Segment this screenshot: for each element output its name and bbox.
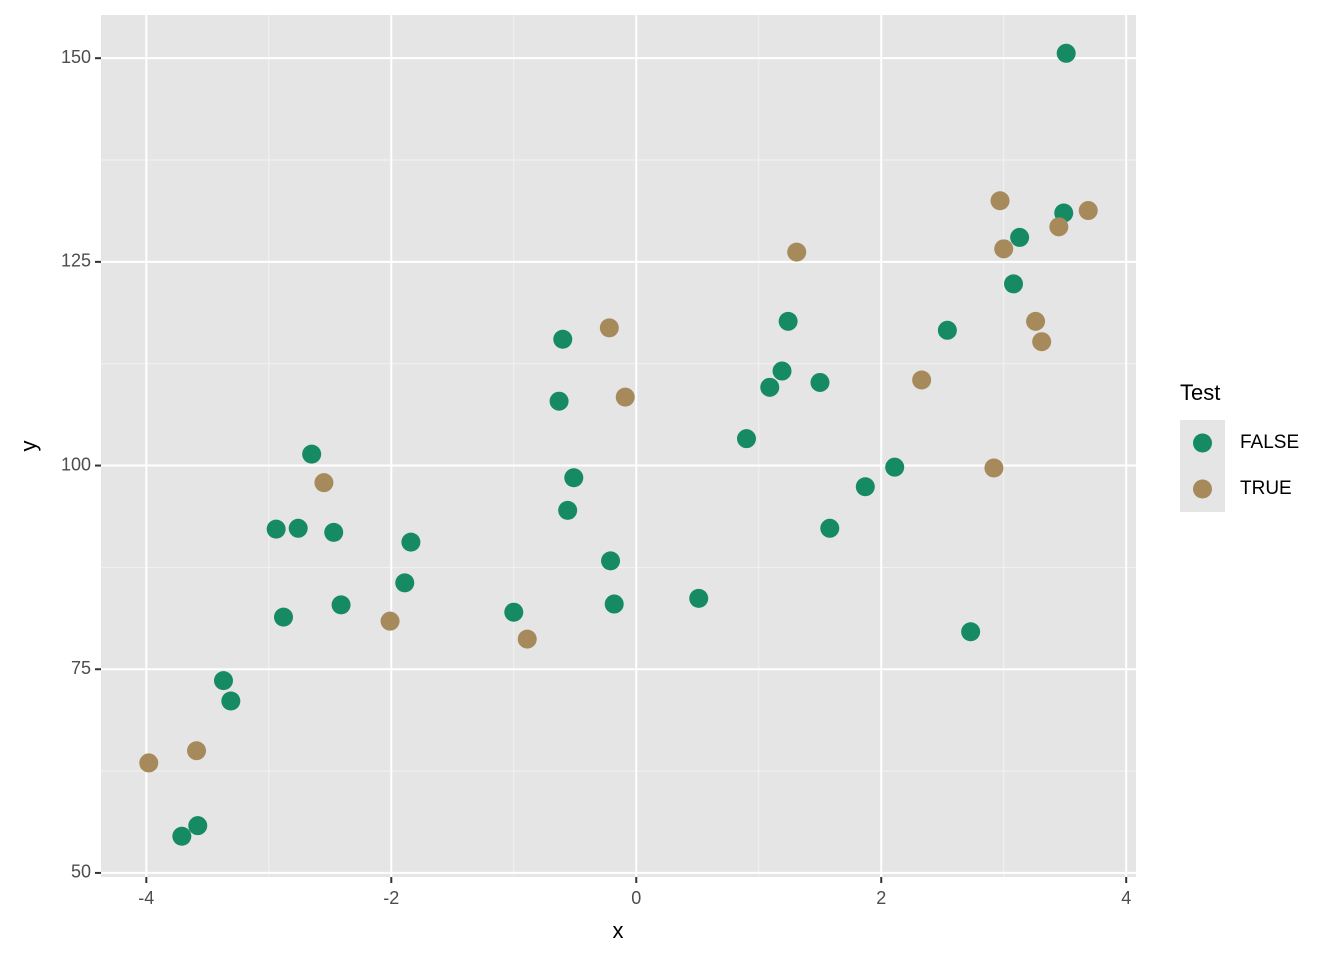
point	[787, 242, 807, 262]
point	[778, 311, 798, 331]
point	[221, 691, 241, 711]
point	[1004, 274, 1024, 294]
legend-title: Test	[1180, 380, 1220, 405]
x-axis-title: x	[613, 918, 624, 943]
point	[760, 377, 780, 397]
y-tick-label: 100	[61, 454, 91, 474]
point	[324, 522, 344, 542]
point	[599, 318, 619, 338]
point	[266, 519, 286, 539]
y-tick-label: 75	[71, 658, 91, 678]
point	[604, 594, 624, 614]
point	[380, 611, 400, 631]
point	[213, 671, 233, 691]
point	[172, 826, 192, 846]
legend-symbol	[1193, 479, 1212, 499]
point	[1078, 201, 1098, 221]
point	[314, 473, 334, 493]
y-axis-title: y	[16, 441, 41, 452]
point	[564, 468, 584, 488]
point	[601, 551, 621, 571]
point	[517, 629, 537, 649]
point	[736, 429, 756, 449]
point	[820, 518, 840, 538]
point	[885, 457, 905, 477]
panel	[101, 15, 1136, 877]
legend-symbol	[1193, 433, 1212, 453]
point	[615, 387, 635, 407]
point	[274, 607, 294, 627]
point	[689, 588, 709, 608]
point	[558, 500, 578, 520]
point	[994, 239, 1014, 259]
point	[395, 573, 415, 593]
point	[1010, 227, 1030, 247]
point	[187, 741, 207, 761]
legend-label: TRUE	[1240, 478, 1292, 499]
point	[553, 329, 573, 349]
point	[855, 477, 875, 497]
point	[549, 391, 569, 411]
point	[1032, 332, 1052, 352]
x-tick-label: -4	[138, 888, 154, 908]
point	[401, 532, 421, 552]
point	[961, 622, 981, 642]
legend-label: FALSE	[1240, 432, 1299, 453]
point	[772, 361, 792, 381]
y-tick-label: 125	[61, 251, 91, 271]
y-tick-label: 150	[61, 47, 91, 67]
point	[810, 372, 830, 392]
point	[990, 191, 1010, 211]
point	[937, 320, 957, 340]
point	[984, 458, 1004, 478]
point	[288, 518, 308, 538]
point	[504, 602, 524, 622]
point	[139, 753, 159, 773]
x-tick-label: 2	[876, 888, 886, 908]
point	[912, 370, 932, 390]
point	[302, 444, 322, 464]
point	[331, 595, 351, 615]
point	[1056, 43, 1076, 63]
x-tick-label: 0	[631, 888, 641, 908]
point	[1026, 311, 1046, 331]
y-tick-label: 50	[71, 862, 91, 882]
x-tick-label: -2	[383, 888, 399, 908]
x-tick-label: 4	[1121, 888, 1131, 908]
point	[1049, 217, 1069, 237]
point	[188, 816, 208, 836]
